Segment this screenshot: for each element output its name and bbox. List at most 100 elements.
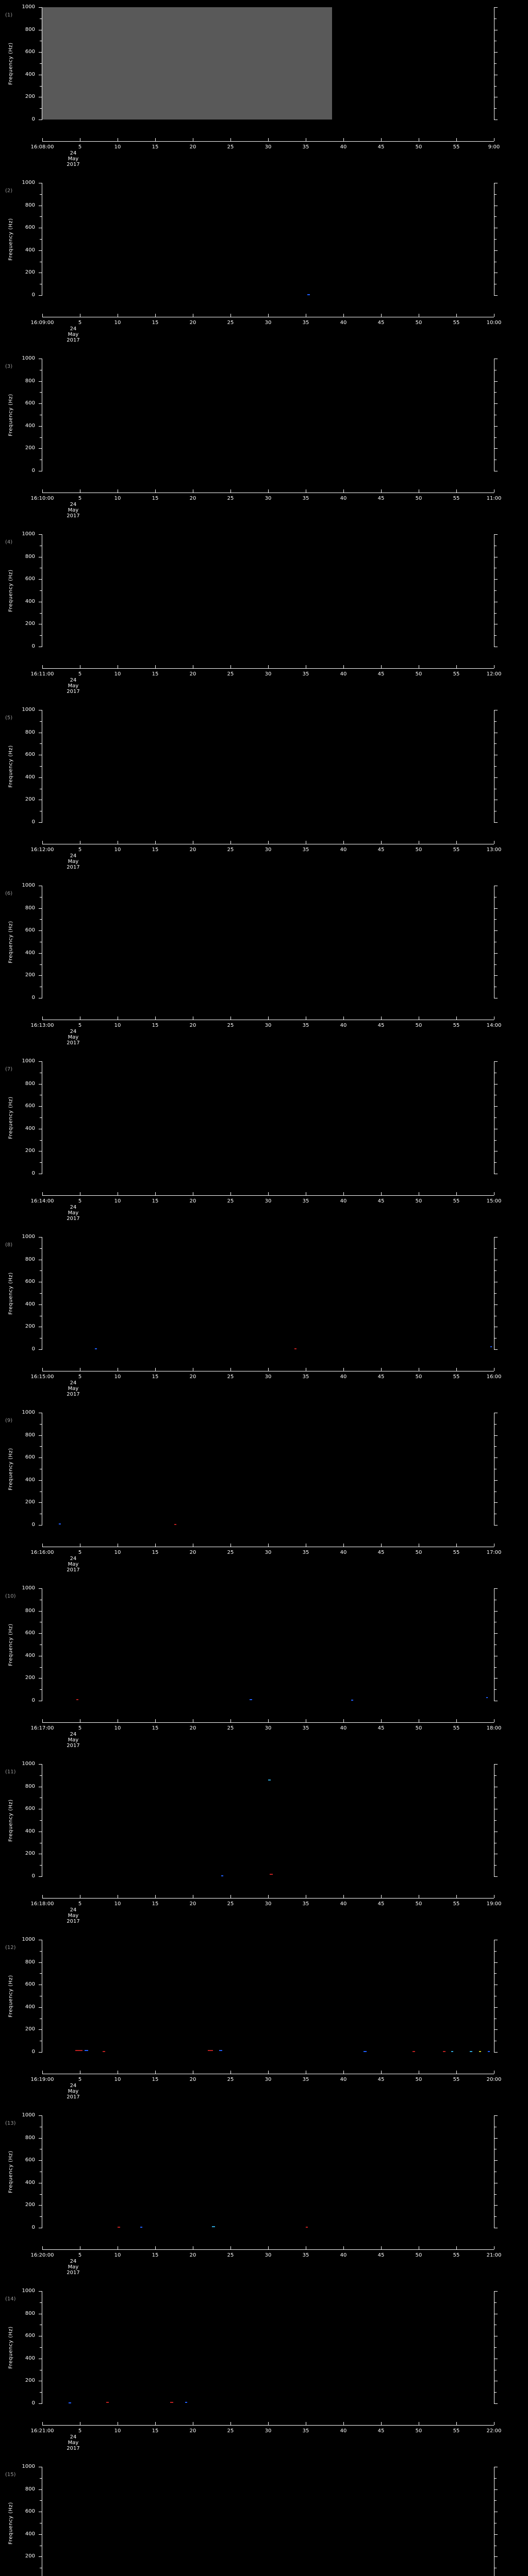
y-tick-label: 600 bbox=[25, 2509, 35, 2515]
x-tick-label: 55 bbox=[453, 1901, 460, 1907]
detection-mark bbox=[219, 2050, 223, 2052]
x-tick-label: 11:00 bbox=[486, 496, 502, 501]
y-tick-major-right bbox=[494, 1962, 498, 1963]
x-axis-spine bbox=[42, 138, 494, 142]
x-tick-label: 10 bbox=[114, 144, 121, 150]
x-tick-label: 18:00 bbox=[486, 1725, 502, 1731]
date-line: May bbox=[68, 1737, 79, 1743]
y-tick-label: 1000 bbox=[22, 1937, 35, 1942]
x-tick-label: 55 bbox=[453, 847, 460, 853]
plot-area bbox=[42, 1061, 494, 1174]
x-axis-spine bbox=[42, 1895, 494, 1899]
x-tick-label: 16:15:00 bbox=[30, 1374, 54, 1380]
x-tick-label: 30 bbox=[265, 2252, 272, 2258]
y-tick-minor bbox=[40, 2347, 42, 2348]
x-axis-date-label: 24 May 2017 bbox=[42, 2083, 104, 2100]
x-tick-label: 20 bbox=[189, 847, 196, 853]
y-tick-major-right bbox=[494, 1588, 498, 1589]
x-tick bbox=[343, 665, 344, 668]
x-tick-label: 25 bbox=[227, 144, 234, 150]
x-tick bbox=[343, 2246, 344, 2249]
x-tick-label: 55 bbox=[453, 1725, 460, 1731]
y-tick-label: 1000 bbox=[22, 883, 35, 888]
x-tick-label: 25 bbox=[227, 2252, 234, 2258]
x-tick-label: 55 bbox=[453, 2428, 460, 2434]
x-tick bbox=[381, 1368, 382, 1371]
y-tick-minor bbox=[40, 2392, 42, 2393]
x-tick bbox=[381, 1016, 382, 1020]
x-tick-label: 30 bbox=[265, 671, 272, 677]
y-tick-minor bbox=[40, 86, 42, 87]
y-tick-major-right bbox=[494, 1106, 498, 1107]
x-tick-label: 40 bbox=[340, 144, 347, 150]
x-tick-label: 10 bbox=[114, 496, 121, 501]
y-tick-major-right bbox=[494, 403, 498, 404]
x-tick bbox=[381, 1895, 382, 1898]
plot-background bbox=[42, 1940, 494, 2052]
x-tick-label: 16:17:00 bbox=[30, 1725, 54, 1731]
x-tick-label: 40 bbox=[340, 2077, 347, 2082]
x-tick bbox=[268, 138, 269, 141]
x-tick bbox=[381, 1719, 382, 1722]
detection-mark bbox=[488, 2051, 490, 2052]
x-tick bbox=[456, 1016, 457, 1020]
y-tick-label: 600 bbox=[25, 927, 35, 934]
y-tick-minor bbox=[40, 1248, 42, 1249]
x-tick-label: 16:20:00 bbox=[30, 2252, 54, 2258]
y-tick-minor bbox=[40, 1117, 42, 1118]
x-tick-label: 40 bbox=[340, 1023, 347, 1028]
y-tick-label: 1000 bbox=[22, 1410, 35, 1415]
x-tick-label: 30 bbox=[265, 496, 272, 501]
spectrogram-panel-1: (1) Frequency (Hz) 0 200 400 600 800 1000 16:… bbox=[0, 0, 528, 176]
y-tick-major bbox=[39, 1237, 42, 1238]
x-tick-label: 35 bbox=[302, 847, 309, 853]
y-tick-label: 200 bbox=[25, 445, 35, 451]
y-tick-minor-right bbox=[494, 964, 497, 965]
date-line: 2017 bbox=[67, 162, 80, 167]
x-tick bbox=[42, 138, 43, 141]
y-tick-label: 200 bbox=[25, 2202, 35, 2208]
y-tick-major bbox=[39, 2160, 42, 2161]
x-tick-label: 45 bbox=[377, 1023, 385, 1028]
date-line: 24 bbox=[70, 1907, 77, 1913]
date-line: May bbox=[68, 2440, 79, 2446]
x-tick-label: 40 bbox=[340, 1198, 347, 1204]
x-axis-date-label: 24 May 2017 bbox=[42, 1907, 104, 1924]
date-line: May bbox=[68, 1386, 79, 1392]
panel-number: (10) bbox=[5, 1594, 16, 1599]
y-tick-label: 200 bbox=[25, 621, 35, 627]
x-tick-label: 10 bbox=[114, 1901, 121, 1907]
x-tick-label: 40 bbox=[340, 496, 347, 501]
x-tick bbox=[230, 1544, 231, 1547]
y-tick-major-right bbox=[494, 1764, 498, 1765]
date-line: May bbox=[68, 2264, 79, 2270]
y-tick-label: 0 bbox=[31, 116, 35, 122]
x-tick bbox=[42, 1895, 43, 1898]
x-tick bbox=[381, 314, 382, 317]
detection-mark bbox=[95, 1348, 97, 1349]
x-tick-label: 30 bbox=[265, 2077, 272, 2082]
x-tick-label: 10 bbox=[114, 1374, 121, 1380]
spectrogram-panel-8: (8) Frequency (Hz) 0 200 400 600 800 1000 16:… bbox=[0, 1230, 528, 1405]
y-tick-label: 0 bbox=[31, 468, 35, 473]
x-tick-label: 45 bbox=[377, 1725, 385, 1731]
detection-mark bbox=[106, 2401, 109, 2403]
y-tick-label: 0 bbox=[31, 1698, 35, 1703]
plot-area bbox=[42, 1940, 494, 2052]
y-tick-major-right bbox=[494, 2489, 498, 2490]
plot-background bbox=[42, 534, 494, 647]
x-tick-label: 20 bbox=[189, 1023, 196, 1028]
y-axis-tick-labels: 0 200 400 600 800 1000 bbox=[0, 1059, 39, 1176]
x-tick-label: 10 bbox=[114, 2428, 121, 2434]
x-tick bbox=[230, 1719, 231, 1722]
y-tick-major bbox=[39, 2205, 42, 2206]
y-tick-major bbox=[39, 534, 42, 535]
x-tick bbox=[268, 2422, 269, 2425]
y-tick-major-right bbox=[494, 1502, 498, 1503]
y-tick-major bbox=[39, 52, 42, 53]
y-tick-minor-right bbox=[494, 919, 497, 920]
x-tick-label: 45 bbox=[377, 1198, 385, 1204]
panel-number: (9) bbox=[5, 1418, 13, 1423]
x-tick-label: 16:18:00 bbox=[30, 1901, 54, 1907]
x-tick bbox=[343, 1895, 344, 1898]
